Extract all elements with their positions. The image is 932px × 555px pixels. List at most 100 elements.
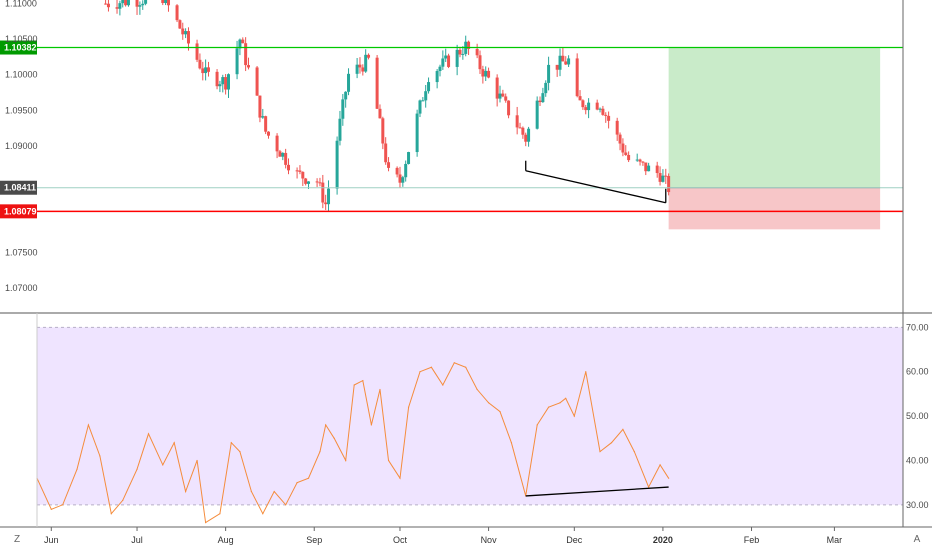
candle-19 — [181, 22, 185, 40]
auto-scale-button-label: A — [914, 534, 921, 545]
rsi-point — [599, 450, 601, 453]
rsi-point — [465, 366, 467, 368]
zoom-button[interactable]: Z — [8, 530, 26, 546]
rsi-point — [565, 397, 567, 399]
candle-26 — [206, 61, 210, 77]
candle-body — [295, 170, 299, 172]
candle-body — [524, 134, 528, 142]
candle-body — [581, 100, 585, 108]
candle-body — [458, 49, 462, 55]
rsi-point — [536, 424, 538, 426]
candle-107 — [535, 96, 539, 130]
candle-87 — [455, 44, 459, 76]
candle-34 — [241, 37, 245, 44]
candle-body — [498, 93, 502, 99]
rsi-point — [122, 499, 124, 501]
candle-86 — [447, 53, 451, 69]
candle-body — [424, 91, 428, 101]
candle-76 — [407, 151, 411, 165]
candle-body — [284, 152, 288, 165]
candle-121 — [587, 98, 591, 119]
candle-body — [427, 82, 431, 92]
rsi-point — [419, 371, 421, 373]
candle-114 — [561, 47, 565, 62]
rsi-point — [319, 450, 321, 453]
auto-scale-button[interactable]: A — [908, 530, 926, 546]
candle-body — [184, 31, 188, 35]
candle-136 — [647, 162, 651, 172]
candle-55 — [324, 194, 328, 210]
candle-6 — [126, 0, 130, 7]
candle-125 — [604, 112, 608, 123]
candle-body — [367, 54, 371, 58]
candle-7 — [135, 0, 139, 15]
candle-body — [178, 20, 182, 29]
candle-body — [375, 57, 379, 109]
candle-57 — [335, 136, 339, 195]
current-price-badge: 1.08411 — [0, 180, 37, 195]
candle-body — [607, 115, 611, 121]
candle-89 — [461, 46, 465, 60]
candle-body — [301, 171, 305, 179]
candle-49 — [301, 171, 305, 187]
support-badge-label: 1.08079 — [4, 206, 37, 216]
candlestick-series — [104, 0, 671, 212]
candle-body — [641, 161, 645, 163]
candle-body — [658, 173, 662, 182]
candle-body — [355, 64, 359, 74]
candle-body — [244, 43, 248, 66]
candle-body — [104, 3, 108, 5]
candle-117 — [575, 53, 579, 98]
candle-29 — [221, 74, 225, 93]
candle-body — [238, 39, 242, 49]
price-tick-label: 1.07000 — [5, 283, 38, 293]
candle-body — [487, 70, 491, 78]
candle-body — [467, 41, 471, 49]
candle-body — [518, 127, 522, 129]
candle-15 — [164, 0, 168, 6]
rsi-point — [442, 384, 444, 386]
rsi-tick-label: 50.00 — [906, 411, 929, 421]
candle-127 — [615, 117, 619, 141]
candle-53 — [318, 177, 322, 187]
candle-70 — [384, 137, 388, 165]
price-trendline — [525, 160, 667, 204]
candle-body — [206, 67, 210, 72]
candle-body — [387, 162, 391, 168]
rsi-point — [110, 513, 112, 515]
candle-body — [598, 108, 602, 110]
rsi-tick-label: 60.00 — [906, 367, 929, 377]
candle-body — [421, 100, 425, 102]
candle-81 — [427, 77, 431, 94]
candle-45 — [284, 148, 288, 169]
price-tick-label: 1.07500 — [5, 248, 38, 258]
candle-body — [281, 152, 285, 157]
candle-62 — [355, 57, 359, 79]
candle-body — [587, 102, 591, 111]
candle-41 — [267, 131, 271, 139]
candle-body — [415, 113, 419, 153]
rsi-point — [345, 459, 347, 462]
candle-128 — [618, 132, 622, 151]
candle-body — [195, 43, 199, 60]
candle-20 — [184, 28, 188, 39]
candle-body — [547, 64, 551, 83]
candle-body — [135, 0, 139, 7]
candle-96 — [487, 67, 491, 79]
candle-42 — [275, 133, 279, 159]
candle-39 — [261, 108, 265, 119]
candle-100 — [504, 93, 508, 103]
candle-body — [601, 108, 605, 115]
candle-10 — [144, 0, 148, 6]
candle-1 — [106, 0, 110, 12]
price-tick-label: 1.09000 — [5, 141, 38, 151]
candle-137 — [655, 161, 659, 178]
candle-58 — [338, 110, 342, 146]
candle-body — [321, 182, 325, 203]
candle-132 — [635, 153, 639, 162]
candle-110 — [544, 80, 548, 97]
candle-body — [141, 3, 145, 6]
time-label: Sep — [306, 535, 322, 545]
